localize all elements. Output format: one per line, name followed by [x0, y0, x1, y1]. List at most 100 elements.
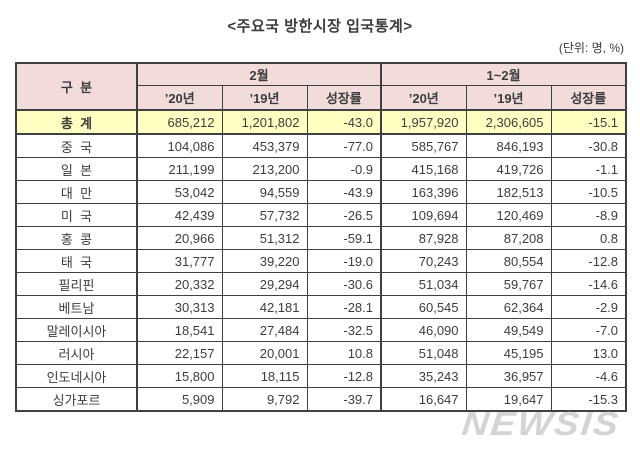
cell-feb-2019: 20,001 — [221, 341, 308, 365]
row-label: 필리핀 — [15, 272, 138, 296]
cell-feb-growth: -43.9 — [306, 180, 382, 204]
cell-feb-2019: 29,294 — [221, 272, 308, 296]
cell-feb-2020: 685,212 — [136, 109, 223, 135]
table-header: 구 분 2월 1~2월 ’20년 ’19년 성장률 ’20년 ’19년 성장률 — [15, 62, 627, 111]
cell-janfeb-growth: -14.6 — [550, 272, 627, 296]
cell-janfeb-2020: 87,928 — [380, 226, 467, 250]
cell-feb-2020: 53,042 — [136, 180, 223, 204]
cell-janfeb-growth: -8.9 — [550, 203, 627, 227]
column-header-janfeb-growth: 성장률 — [550, 85, 627, 111]
cell-janfeb-2020: 585,767 — [380, 133, 467, 158]
cell-janfeb-2020: 51,034 — [380, 272, 467, 296]
column-header-feb-2019: ’19년 — [221, 85, 308, 111]
cell-feb-2020: 5,909 — [136, 387, 223, 412]
cell-feb-2020: 22,157 — [136, 341, 223, 365]
column-header-feb-2020: ’20년 — [136, 85, 223, 111]
cell-janfeb-growth: -15.3 — [550, 387, 627, 412]
cell-feb-growth: -12.8 — [306, 364, 382, 388]
newsis-watermark: NEWSIS — [460, 405, 622, 442]
cell-janfeb-growth: -1.1 — [550, 157, 627, 181]
cell-janfeb-2020: 415,168 — [380, 157, 467, 181]
table-row: 말레이시아 18,541 27,484 -32.5 46,090 49,549 … — [15, 318, 627, 342]
cell-feb-2019: 39,220 — [221, 249, 308, 273]
table-row: 필리핀 20,332 29,294 -30.6 51,034 59,767 -1… — [15, 272, 627, 296]
cell-janfeb-2019: 87,208 — [465, 226, 552, 250]
cell-janfeb-2019: 45,195 — [465, 341, 552, 365]
cell-feb-2020: 20,332 — [136, 272, 223, 296]
table-row: 홍 콩 20,966 51,312 -59.1 87,928 87,208 0.… — [15, 226, 627, 250]
table-row: 싱가포르 5,909 9,792 -39.7 16,647 19,647 -15… — [15, 387, 627, 412]
cell-feb-growth: -32.5 — [306, 318, 382, 342]
column-group-jan-feb: 1~2월 — [380, 62, 627, 86]
table-row: 인도네시아 15,800 18,115 -12.8 35,243 36,957 … — [15, 364, 627, 388]
row-label: 태 국 — [15, 249, 138, 273]
cell-feb-2019: 453,379 — [221, 133, 308, 158]
cell-feb-2020: 30,313 — [136, 295, 223, 319]
cell-feb-2020: 15,800 — [136, 364, 223, 388]
cell-janfeb-2019: 36,957 — [465, 364, 552, 388]
cell-janfeb-2019: 49,549 — [465, 318, 552, 342]
cell-feb-2019: 42,181 — [221, 295, 308, 319]
cell-feb-growth: -26.5 — [306, 203, 382, 227]
cell-feb-2019: 9,792 — [221, 387, 308, 412]
cell-janfeb-2019: 846,193 — [465, 133, 552, 158]
cell-feb-growth: -59.1 — [306, 226, 382, 250]
column-group-february: 2월 — [135, 62, 382, 86]
row-label: 대 만 — [15, 180, 138, 204]
table-row: 러시아 22,157 20,001 10.8 51,048 45,195 13.… — [15, 341, 627, 365]
table-row: 베트남 30,313 42,181 -28.1 60,545 62,364 -2… — [15, 295, 627, 319]
cell-janfeb-2019: 59,767 — [465, 272, 552, 296]
sub-header-row: ’20년 ’19년 성장률 ’20년 ’19년 성장률 — [16, 85, 627, 111]
table-row: 일 본 211,199 213,200 -0.9 415,168 419,726… — [15, 157, 627, 181]
cell-janfeb-2020: 35,243 — [380, 364, 467, 388]
cell-janfeb-2019: 19,647 — [465, 387, 552, 412]
cell-janfeb-growth: -7.0 — [550, 318, 627, 342]
cell-feb-2020: 104,086 — [136, 133, 223, 158]
cell-feb-2019: 18,115 — [221, 364, 308, 388]
row-label: 홍 콩 — [15, 226, 138, 250]
cell-feb-2019: 213,200 — [221, 157, 308, 181]
column-header-janfeb-2019: ’19년 — [465, 85, 552, 111]
row-label: 싱가포르 — [15, 387, 138, 412]
cell-feb-growth: -0.9 — [306, 157, 382, 181]
column-header-janfeb-2020: ’20년 — [380, 85, 467, 111]
cell-feb-2020: 211,199 — [136, 157, 223, 181]
row-label: 중 국 — [15, 133, 138, 158]
cell-janfeb-2020: 51,048 — [380, 341, 467, 365]
cell-feb-2019: 1,201,802 — [221, 109, 308, 135]
cell-janfeb-2019: 419,726 — [465, 157, 552, 181]
cell-janfeb-growth: -12.8 — [550, 249, 627, 273]
cell-feb-2020: 31,777 — [136, 249, 223, 273]
cell-feb-growth: -28.1 — [306, 295, 382, 319]
cell-feb-growth: -77.0 — [306, 133, 382, 158]
row-label: 인도네시아 — [15, 364, 138, 388]
column-header-category: 구 분 — [15, 62, 138, 111]
cell-janfeb-2019: 120,469 — [465, 203, 552, 227]
table-row: 태 국 31,777 39,220 -19.0 70,243 80,554 -1… — [15, 249, 627, 273]
cell-feb-2019: 94,559 — [221, 180, 308, 204]
unit-note: (단위: 명, %) — [558, 41, 624, 55]
table-body: 총 계 685,212 1,201,802 -43.0 1,957,920 2,… — [15, 109, 627, 412]
group-header-row: 구 분 2월 1~2월 — [15, 62, 627, 111]
cell-feb-2020: 42,439 — [136, 203, 223, 227]
table-row: 총 계 685,212 1,201,802 -43.0 1,957,920 2,… — [15, 109, 627, 135]
cell-janfeb-growth: -4.6 — [550, 364, 627, 388]
cell-janfeb-growth: -10.5 — [550, 180, 627, 204]
cell-feb-growth: -30.6 — [306, 272, 382, 296]
row-label: 베트남 — [15, 295, 138, 319]
cell-feb-growth: 10.8 — [306, 341, 382, 365]
row-label: 미 국 — [15, 203, 138, 227]
cell-feb-2020: 20,966 — [136, 226, 223, 250]
cell-feb-growth: -43.0 — [306, 109, 382, 135]
cell-janfeb-growth: -30.8 — [550, 133, 627, 158]
cell-janfeb-2019: 2,306,605 — [465, 109, 552, 135]
cell-janfeb-2020: 163,396 — [380, 180, 467, 204]
cell-janfeb-2019: 80,554 — [465, 249, 552, 273]
cell-janfeb-2020: 109,694 — [380, 203, 467, 227]
row-label: 러시아 — [15, 341, 138, 365]
cell-feb-2019: 27,484 — [221, 318, 308, 342]
cell-janfeb-growth: 0.8 — [550, 226, 627, 250]
table-row: 미 국 42,439 57,732 -26.5 109,694 120,469 … — [15, 203, 627, 227]
cell-janfeb-2020: 70,243 — [380, 249, 467, 273]
row-label: 총 계 — [15, 109, 138, 135]
